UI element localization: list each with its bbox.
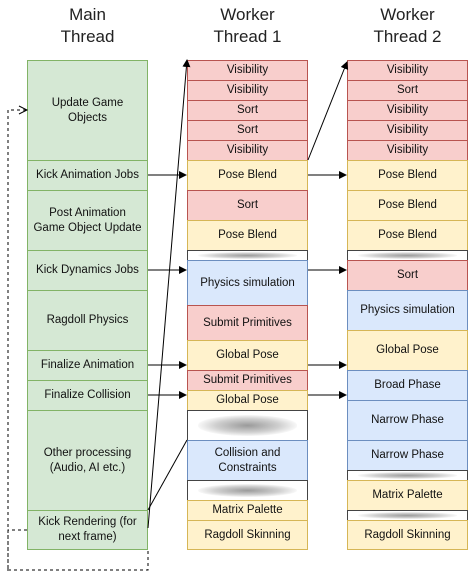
worker1-task-block: Global Pose [187,340,308,371]
main-thread-header: Main Thread [27,4,148,48]
worker1-idle-gap [187,410,308,441]
worker2-task-label: Visibility [386,104,429,116]
worker1-task-block: Sort [187,100,308,121]
main-task-label: Ragdoll Physics [46,314,129,326]
worker1-task-block: Collision and Constraints [187,440,308,481]
main-task-block: Kick Rendering (for next frame) [27,510,148,550]
worker-thread-1-header-text: Worker Thread 1 [213,5,282,46]
worker1-task-label: Collision and Constraints [214,446,281,474]
worker2-task-block: Narrow Phase [347,400,468,441]
worker1-task-block: Submit Primitives [187,370,308,391]
worker2-task-block: Broad Phase [347,370,468,401]
main-task-block: Finalize Collision [27,380,148,411]
worker-thread-2-header-text: Worker Thread 2 [373,5,442,46]
main-thread-header-text: Main Thread [60,5,115,46]
worker2-task-block: Pose Blend [347,220,468,251]
worker2-task-label: Narrow Phase [371,414,444,426]
worker2-task-label: Visibility [386,64,429,76]
arrow-w1-to-w2-diagonal [307,61,349,161]
worker1-task-block: Global Pose [187,390,308,411]
worker2-task-label: Global Pose [376,344,439,356]
main-task-label: Finalize Animation [40,359,135,371]
worker2-task-label: Physics simulation [360,304,455,316]
worker1-task-block: Physics simulation [187,260,308,306]
worker1-idle-gap [187,480,308,501]
worker2-task-label: Pose Blend [378,169,437,181]
main-task-label: Kick Animation Jobs [36,169,139,181]
worker2-task-label: Broad Phase [374,379,441,391]
worker2-task-label: Matrix Palette [372,489,443,501]
worker1-task-label: Sort [236,124,259,136]
worker2-task-block: Physics simulation [347,290,468,331]
worker1-task-label: Submit Primitives [203,374,292,386]
worker2-task-block: Narrow Phase [347,440,468,471]
worker1-task-block: Pose Blend [187,160,308,191]
worker1-task-label: Visibility [226,84,269,96]
worker1-task-label: Pose Blend [218,169,277,181]
main-task-block: Post Animation Game Object Update [27,190,148,251]
worker2-task-block: Global Pose [347,330,468,371]
worker2-task-label: Visibility [386,144,429,156]
worker1-task-label: Visibility [226,64,269,76]
worker2-task-block: Visibility [347,120,468,141]
worker2-task-label: Visibility [386,124,429,136]
worker1-task-label: Matrix Palette [212,504,283,516]
worker2-task-block: Sort [347,80,468,101]
worker2-task-block: Pose Blend [347,190,468,221]
worker1-task-block: Submit Primitives [187,305,308,341]
arrow-loop-bottom [8,550,149,571]
worker2-task-label: Ragdoll Skinning [364,528,451,541]
worker2-task-block: Pose Blend [347,160,468,191]
main-task-label: Update Game Objects [51,96,124,124]
worker1-task-label: Sort [236,104,259,116]
worker1-task-label: Global Pose [216,394,279,406]
worker-thread-2-header: Worker Thread 2 [347,4,468,48]
worker1-task-label: Ragdoll Skinning [204,528,291,541]
worker2-task-label: Sort [396,269,419,281]
arrow-kick-rendering-w1 [147,59,191,529]
main-task-block: Other processing (Audio, AI etc.) [27,410,148,511]
worker1-task-label: Global Pose [216,349,279,361]
worker2-task-block: Visibility [347,60,468,81]
main-task-block: Ragdoll Physics [27,290,148,351]
worker1-task-label: Pose Blend [218,229,277,241]
worker1-task-block: Sort [187,120,308,141]
main-task-label: Post Animation Game Object Update [33,206,142,234]
worker1-task-block: Pose Blend [187,220,308,251]
main-task-block: Finalize Animation [27,350,148,381]
worker2-task-block: Visibility [347,100,468,121]
main-task-block: Update Game Objects [27,60,148,161]
main-task-label: Kick Dynamics Jobs [36,264,139,276]
main-task-label: Other processing (Audio, AI etc.) [43,446,132,474]
worker-thread-1-header: Worker Thread 1 [187,4,308,48]
worker1-task-label: Submit Primitives [203,316,292,329]
worker2-task-label: Pose Blend [378,229,437,241]
worker2-task-block: Ragdoll Skinning [347,520,468,550]
worker1-task-block: Visibility [187,60,308,81]
worker1-task-block: Visibility [187,140,308,161]
main-task-label: Kick Rendering (for next frame) [38,516,137,543]
worker1-task-block: Visibility [187,80,308,101]
arrow-loop-back [7,109,27,570]
main-task-label: Finalize Collision [44,389,131,401]
worker1-task-label: Sort [236,199,259,211]
worker1-task-label: Physics simulation [200,276,295,289]
worker2-task-label: Narrow Phase [371,449,444,461]
worker1-task-block: Matrix Palette [187,500,308,521]
worker1-task-block: Sort [187,190,308,221]
worker1-task-label: Visibility [226,144,269,156]
worker2-task-label: Sort [396,84,419,96]
worker2-task-block: Matrix Palette [347,480,468,511]
main-task-block: Kick Dynamics Jobs [27,250,148,291]
worker1-task-block: Ragdoll Skinning [187,520,308,550]
worker2-task-block: Sort [347,260,468,291]
main-task-block: Kick Animation Jobs [27,160,148,191]
worker2-task-block: Visibility [347,140,468,161]
arrow-kick-rendering-mid [147,439,188,511]
worker2-task-label: Pose Blend [378,199,437,211]
